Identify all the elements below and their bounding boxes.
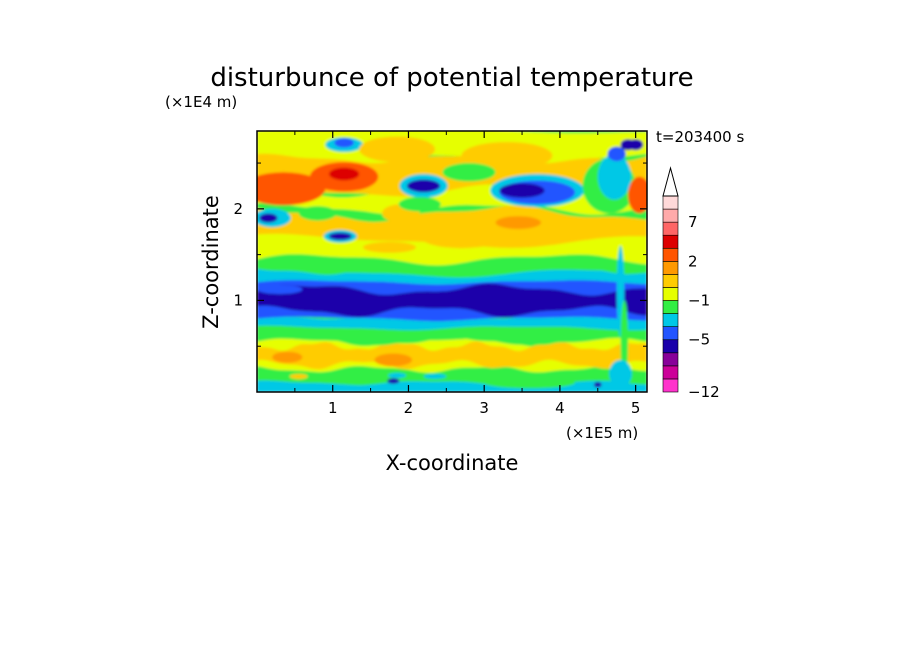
colorbar-swatch (662, 326, 679, 341)
time-label: t=203400 s (656, 128, 744, 146)
contour-cell (259, 213, 278, 223)
x-tick-label: 5 (631, 399, 641, 417)
colorbar-label: −1 (688, 292, 710, 310)
colorbar-swatch (662, 313, 679, 327)
contour-band (257, 341, 647, 370)
colorbar-swatch (662, 352, 679, 367)
contour-band (257, 322, 647, 346)
contour-cell (257, 284, 303, 294)
y-axis-label: Z-coordinate (199, 195, 223, 329)
x-tick-label: 2 (404, 399, 414, 417)
y-unit-label: (×1E4 m) (165, 93, 237, 111)
colorbar-label: 7 (688, 213, 698, 231)
colorbar-swatch (662, 221, 679, 236)
colorbar-swatch (662, 195, 679, 210)
contour-cell (398, 197, 441, 212)
contour-cell (446, 289, 568, 303)
y-tick-label: 2 (233, 200, 243, 218)
colorbar-swatch (662, 300, 679, 314)
y-tick-label: 1 (233, 291, 243, 309)
contour-cell (289, 373, 308, 380)
contour-cell (628, 139, 644, 151)
colorbar-swatch (662, 247, 679, 262)
contour-cell (607, 146, 626, 162)
colorbar-label: −12 (688, 383, 720, 401)
colorbar-swatch (662, 208, 679, 223)
contour-cell (406, 179, 441, 193)
contour-cell (363, 241, 416, 253)
contour-cell (387, 378, 400, 384)
contour-cell (628, 176, 647, 214)
contour-cell (495, 216, 541, 230)
contour-cell (499, 183, 545, 198)
x-tick-label: 3 (479, 399, 489, 417)
contour-cell (594, 382, 602, 388)
contour-cell (257, 179, 288, 202)
plot-frame (256, 130, 648, 393)
colorbar-swatch (662, 274, 679, 288)
contour-cell (359, 136, 435, 163)
chart-title: disturbunce of potential temperature (210, 63, 693, 93)
contour-cell (442, 163, 496, 182)
contour-cell (423, 373, 447, 380)
colorbar-swatch (662, 234, 679, 249)
contour-cell (329, 167, 360, 181)
contour-cell (388, 372, 407, 379)
contour-cell (374, 353, 413, 367)
colorbar-swatch (662, 287, 679, 301)
contour-cell (461, 142, 553, 170)
contour-cell (609, 360, 632, 388)
contour-cell (298, 206, 337, 221)
contour-field (257, 131, 647, 392)
colorbar-swatch (662, 261, 679, 275)
y-axis-ticks: 12 (233, 162, 647, 347)
colorbar-arrow (662, 166, 679, 197)
x-axis-label: X-coordinate (386, 451, 519, 475)
x-unit-label: (×1E5 m) (566, 424, 638, 442)
contour-cell (328, 232, 352, 240)
contour-cell (419, 224, 504, 249)
x-axis-ticks: 1 2 3 4 5 (294, 131, 641, 417)
colorbar-swatch (662, 378, 679, 393)
contour-cell (484, 377, 575, 389)
contour-cell (272, 351, 303, 363)
colorbar-label: −5 (688, 331, 710, 349)
x-tick-label: 1 (328, 399, 338, 417)
contour-cell (597, 153, 632, 200)
x-tick-label: 4 (555, 399, 565, 417)
colorbar: 7 2 −1 −5 −12 (662, 166, 720, 401)
colorbar-swatch (662, 339, 679, 354)
colorbar-swatch (662, 365, 679, 380)
contour-cell (334, 138, 354, 148)
contour-band (257, 184, 647, 215)
contour-band (257, 314, 647, 331)
colorbar-label: 2 (688, 252, 698, 270)
